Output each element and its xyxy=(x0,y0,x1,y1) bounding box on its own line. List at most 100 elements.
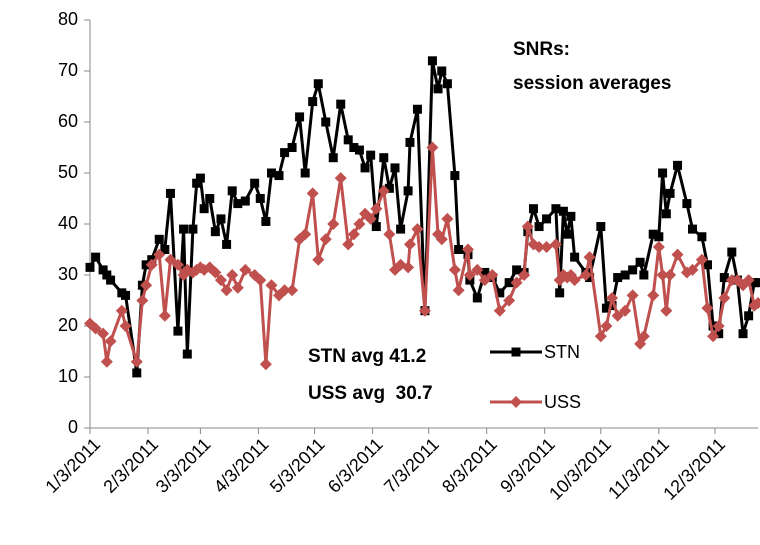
marker xyxy=(119,320,132,332)
marker xyxy=(695,253,708,266)
marker xyxy=(542,214,552,224)
marker xyxy=(214,274,227,287)
marker xyxy=(450,171,460,181)
x-tick-label: 6/3/2011 xyxy=(324,434,387,497)
marker xyxy=(347,228,360,241)
marker xyxy=(85,262,95,272)
marker xyxy=(426,141,439,154)
marker xyxy=(265,279,278,292)
marker xyxy=(512,265,522,275)
marker xyxy=(719,273,729,283)
x-tick-label: 4/3/2011 xyxy=(210,434,273,497)
marker xyxy=(336,99,346,109)
marker xyxy=(495,288,505,298)
marker xyxy=(742,274,755,287)
marker xyxy=(435,233,448,246)
marker xyxy=(306,187,319,200)
marker xyxy=(115,304,128,317)
marker xyxy=(635,257,645,267)
marker xyxy=(752,297,760,310)
marker xyxy=(600,320,613,332)
marker xyxy=(601,303,611,313)
marker xyxy=(727,247,737,257)
marker xyxy=(342,238,355,251)
marker xyxy=(478,274,491,287)
marker xyxy=(648,229,658,239)
marker xyxy=(702,260,712,270)
marker xyxy=(738,329,748,339)
marker xyxy=(222,239,232,249)
marker xyxy=(441,212,454,225)
marker xyxy=(611,309,624,322)
marker xyxy=(503,294,516,307)
marker xyxy=(153,248,166,261)
marker xyxy=(154,234,164,244)
marker xyxy=(562,229,572,239)
marker xyxy=(210,227,220,237)
marker xyxy=(551,204,561,214)
marker xyxy=(130,355,143,368)
y-tick-label: 80 xyxy=(58,9,78,29)
marker xyxy=(171,258,184,271)
marker xyxy=(308,97,318,107)
marker xyxy=(384,183,394,193)
marker xyxy=(744,311,754,321)
x-tick-label: 2/3/2011 xyxy=(99,434,162,497)
marker xyxy=(300,168,310,178)
marker xyxy=(472,293,482,303)
marker xyxy=(261,216,271,226)
marker xyxy=(132,368,142,378)
marker xyxy=(295,112,305,122)
x-tick-label: 5/3/2011 xyxy=(266,434,329,497)
marker xyxy=(182,349,192,359)
marker xyxy=(334,172,347,185)
marker xyxy=(606,291,619,304)
marker xyxy=(104,335,117,348)
marker xyxy=(136,294,149,307)
marker xyxy=(534,222,544,232)
marker xyxy=(140,279,153,292)
legend-label: USS xyxy=(544,392,581,412)
marker xyxy=(371,222,381,232)
marker xyxy=(412,104,422,114)
marker xyxy=(673,160,683,170)
legend-label: STN xyxy=(544,342,580,362)
marker xyxy=(639,270,649,280)
marker xyxy=(173,326,183,336)
marker xyxy=(280,148,290,158)
marker xyxy=(286,284,299,297)
marker xyxy=(321,117,331,127)
y-tick-label: 20 xyxy=(58,315,78,335)
marker xyxy=(164,253,177,266)
marker xyxy=(671,248,684,261)
marker xyxy=(652,240,665,253)
marker xyxy=(327,218,340,230)
marker xyxy=(596,222,606,232)
marker xyxy=(427,56,437,66)
marker xyxy=(452,284,465,297)
marker xyxy=(549,238,562,251)
marker xyxy=(661,209,671,219)
marker xyxy=(106,275,116,285)
marker xyxy=(528,204,538,214)
marker xyxy=(259,358,272,371)
marker xyxy=(360,163,370,173)
marker xyxy=(121,290,131,300)
marker xyxy=(102,270,112,280)
marker xyxy=(510,276,523,289)
marker xyxy=(287,143,297,152)
y-tick-label: 40 xyxy=(58,213,78,233)
marker xyxy=(364,212,377,225)
marker xyxy=(179,224,189,234)
marker xyxy=(158,309,171,322)
x-tick-label: 7/3/2011 xyxy=(380,434,443,497)
marker xyxy=(707,330,720,343)
marker xyxy=(454,245,464,254)
marker xyxy=(463,269,476,281)
marker xyxy=(664,269,677,281)
marker xyxy=(402,261,415,274)
marker xyxy=(165,188,175,198)
marker xyxy=(619,304,632,317)
marker xyxy=(620,270,630,280)
